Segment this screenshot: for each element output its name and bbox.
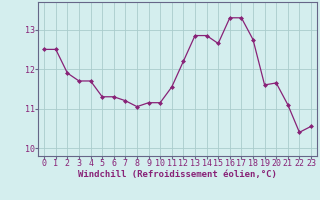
X-axis label: Windchill (Refroidissement éolien,°C): Windchill (Refroidissement éolien,°C) <box>78 170 277 179</box>
